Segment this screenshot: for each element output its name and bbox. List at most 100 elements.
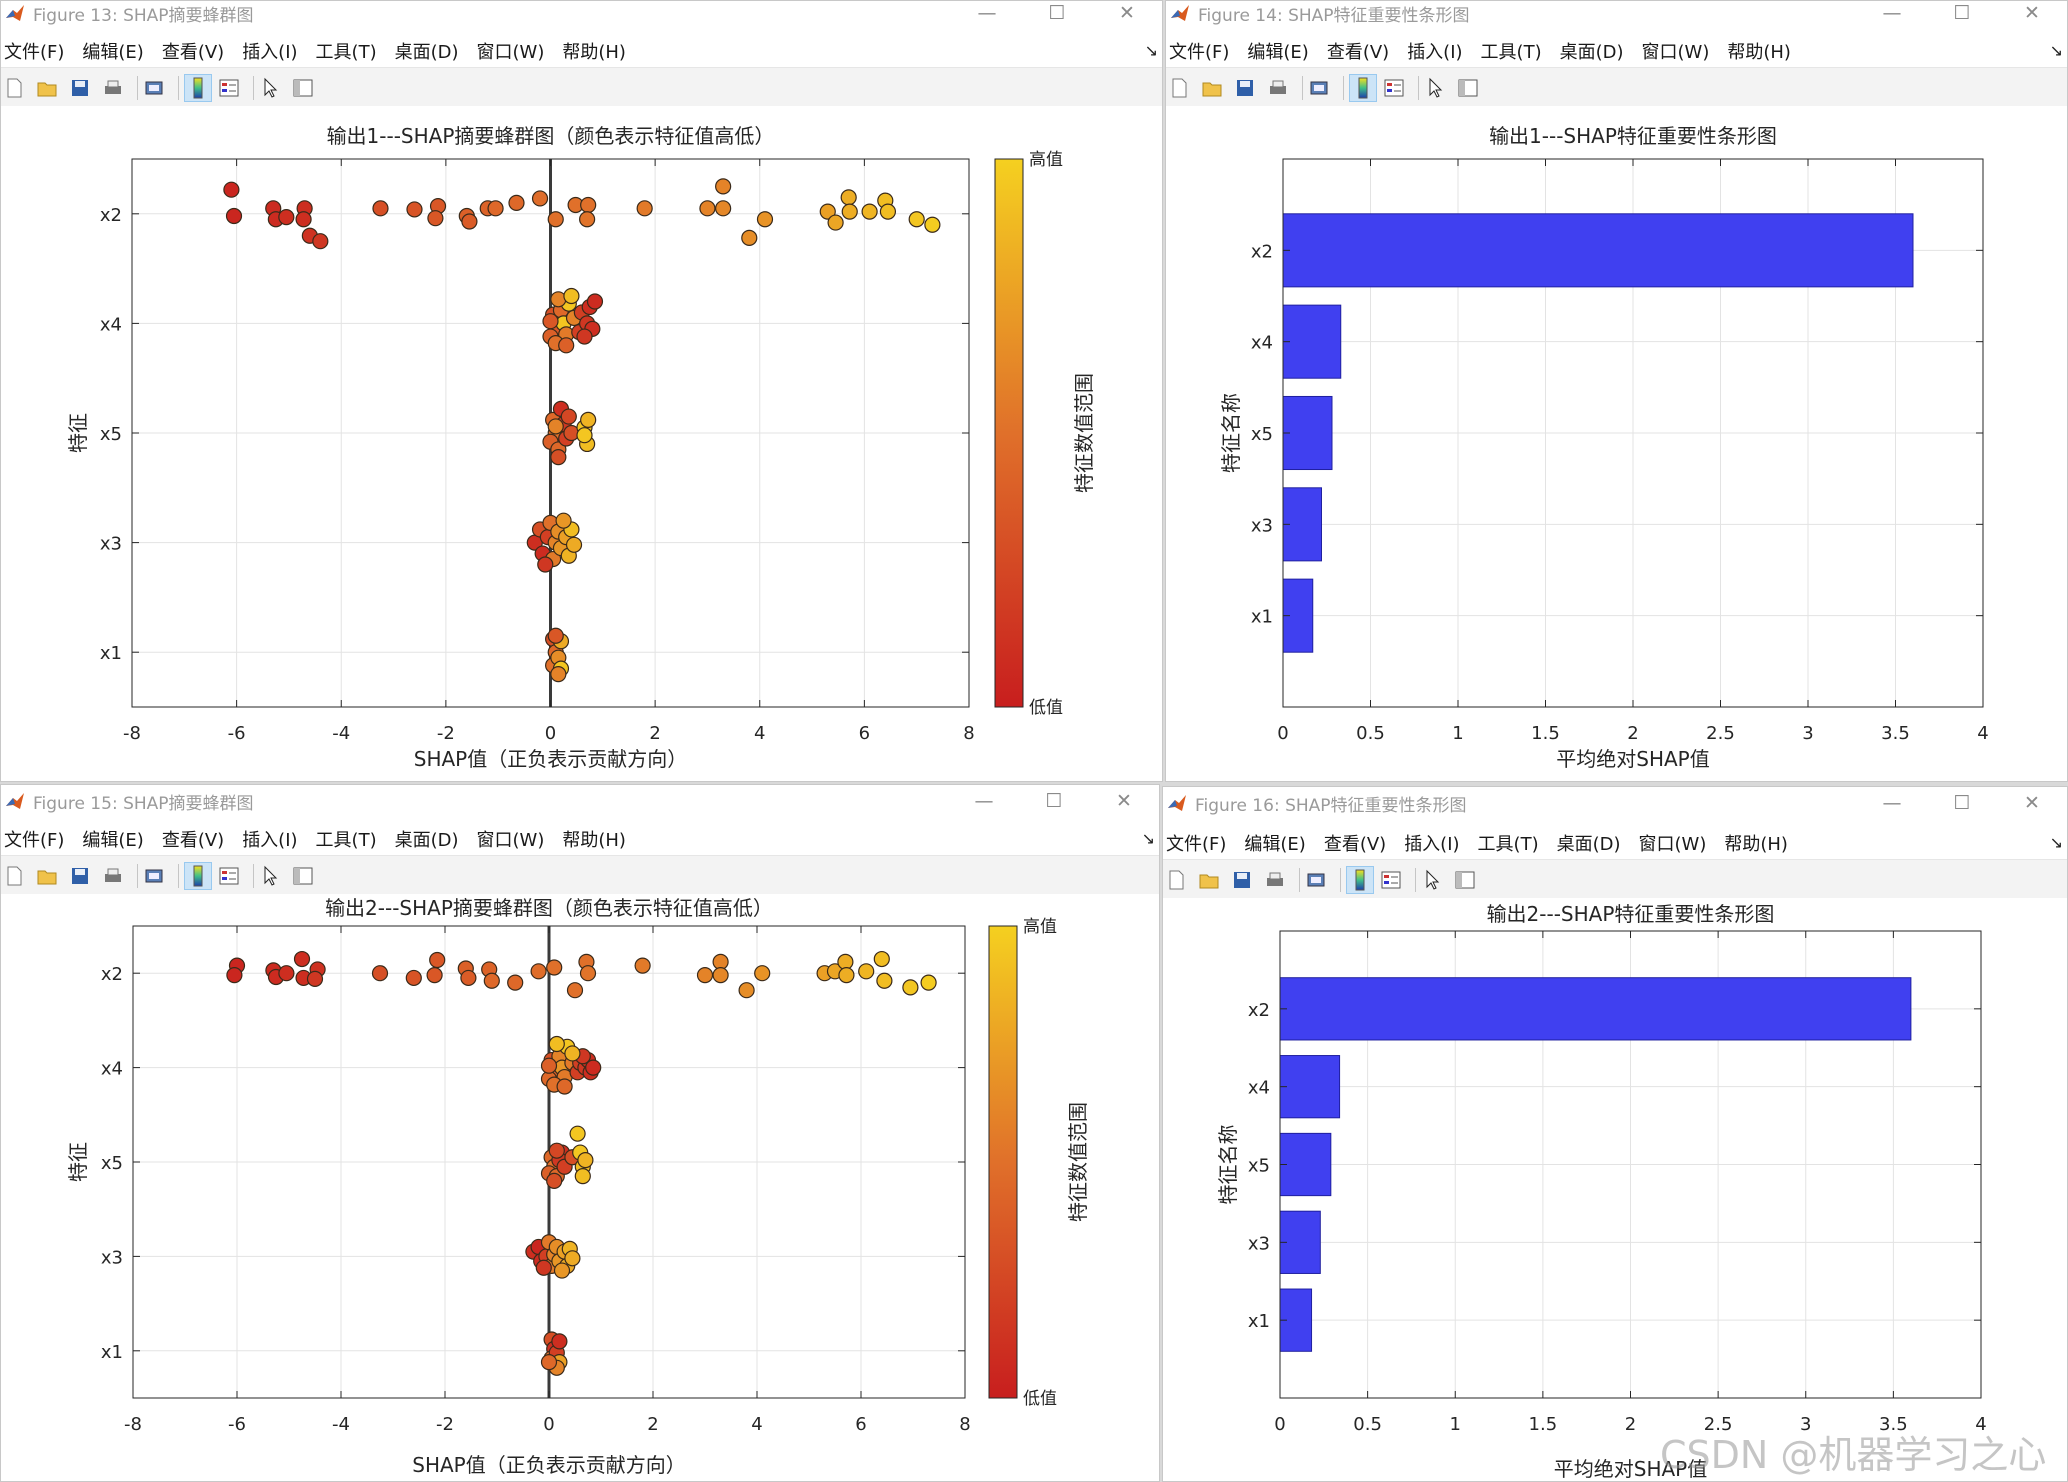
menu-help[interactable]: 帮助(H) [1724,834,1788,855]
menu-dock-arrow-icon[interactable]: ↘ [2049,41,2063,60]
print-icon[interactable] [1267,77,1289,99]
menu-edit[interactable]: 编辑(E) [82,42,144,63]
print-icon[interactable] [102,865,124,887]
menu-view[interactable]: 查看(V) [161,830,225,851]
property-inspector-icon[interactable] [292,77,314,99]
print-preview-icon[interactable] [143,865,165,887]
menu-window[interactable]: 窗口(W) [476,830,545,851]
toolbar [1163,859,2067,899]
menu-desktop[interactable]: 桌面(D) [1556,834,1621,855]
scatter-point [586,293,604,310]
save-icon[interactable] [69,865,91,887]
menu-tools[interactable]: 工具(T) [315,42,377,63]
colorbar-icon[interactable] [1346,866,1374,894]
open-folder-icon[interactable] [1201,77,1223,99]
toolbar-separator [178,76,179,100]
print-icon[interactable] [1264,869,1286,891]
menu-window[interactable]: 窗口(W) [476,42,545,63]
menu-desktop[interactable]: 桌面(D) [394,830,459,851]
new-file-icon[interactable] [3,865,25,887]
close-button[interactable]: ✕ [2024,2,2040,24]
menu-tools[interactable]: 工具(T) [315,830,377,851]
property-inspector-icon[interactable] [1457,77,1479,99]
colorbar-icon[interactable] [1349,74,1377,102]
menu-file[interactable]: 文件(F) [4,830,65,851]
menu-insert[interactable]: 插入(I) [242,42,298,63]
menu-tools[interactable]: 工具(T) [1480,42,1542,63]
new-file-icon[interactable] [1165,869,1187,891]
x-tick-label: 4 [754,723,765,744]
menu-insert[interactable]: 插入(I) [242,830,298,851]
close-button[interactable]: ✕ [2024,792,2040,814]
menu-desktop[interactable]: 桌面(D) [1559,42,1624,63]
minimize-button[interactable]: — [974,790,994,812]
window-title: Figure 13: SHAP摘要蜂群图 [33,5,254,26]
y-tick-label: x4 [101,1059,123,1080]
menu-view[interactable]: 查看(V) [1326,42,1390,63]
menu-edit[interactable]: 编辑(E) [1247,42,1309,63]
save-icon[interactable] [1231,869,1253,891]
open-folder-icon[interactable] [36,865,58,887]
print-preview-icon[interactable] [143,77,165,99]
legend-icon[interactable] [1383,77,1405,99]
scatter-point [579,211,596,228]
pointer-icon[interactable] [259,865,281,887]
scatter-point [312,233,329,250]
menu-help[interactable]: 帮助(H) [562,42,626,63]
colorbar-icon[interactable] [184,74,212,102]
property-inspector-icon[interactable] [1454,869,1476,891]
scatter-point [879,203,897,220]
legend-icon[interactable] [218,77,240,99]
y-tick-label: x1 [1248,1311,1270,1332]
new-file-icon[interactable] [1168,77,1190,99]
menu-dock-arrow-icon[interactable]: ↘ [2049,833,2063,852]
menu-insert[interactable]: 插入(I) [1404,834,1460,855]
menu-dock-arrow-icon[interactable]: ↘ [1141,829,1155,848]
menu-help[interactable]: 帮助(H) [1727,42,1791,63]
open-folder-icon[interactable] [36,77,58,99]
menu-window[interactable]: 窗口(W) [1641,42,1710,63]
menu-help[interactable]: 帮助(H) [562,830,626,851]
maximize-button[interactable]: ☐ [1045,790,1063,812]
colorbar-icon[interactable] [184,862,212,890]
close-button[interactable]: ✕ [1116,790,1132,812]
minimize-button[interactable]: — [1882,792,1902,814]
maximize-button[interactable]: ☐ [1953,2,1971,24]
legend-icon[interactable] [218,865,240,887]
save-icon[interactable] [1234,77,1256,99]
print-preview-icon[interactable] [1308,77,1330,99]
menu-dock-arrow-icon[interactable]: ↘ [1144,41,1158,60]
minimize-button[interactable]: — [1882,2,1902,24]
pointer-icon[interactable] [259,77,281,99]
save-icon[interactable] [69,77,91,99]
menu-view[interactable]: 查看(V) [161,42,225,63]
scatter-point [715,200,732,217]
property-inspector-icon[interactable] [292,865,314,887]
pointer-icon[interactable] [1424,77,1446,99]
menu-file[interactable]: 文件(F) [1169,42,1230,63]
legend-icon[interactable] [1380,869,1402,891]
menu-desktop[interactable]: 桌面(D) [394,42,459,63]
open-folder-icon[interactable] [1198,869,1220,891]
y-axis-label: 特征 [66,1142,90,1182]
x-tick-label: 4 [751,1414,762,1435]
menu-file[interactable]: 文件(F) [4,42,65,63]
y-tick-label: x2 [101,964,123,985]
minimize-button[interactable]: — [977,2,997,24]
pointer-icon[interactable] [1421,869,1443,891]
scatter-point [754,965,771,982]
new-file-icon[interactable] [3,77,25,99]
menu-file[interactable]: 文件(F) [1166,834,1227,855]
chart-title: 输出2---SHAP摘要蜂群图（颜色表示特征值高低） [325,896,773,920]
menu-insert[interactable]: 插入(I) [1407,42,1463,63]
print-preview-icon[interactable] [1305,869,1327,891]
print-icon[interactable] [102,77,124,99]
menu-edit[interactable]: 编辑(E) [1244,834,1306,855]
maximize-button[interactable]: ☐ [1953,792,1971,814]
maximize-button[interactable]: ☐ [1048,2,1066,24]
menu-view[interactable]: 查看(V) [1323,834,1387,855]
menu-edit[interactable]: 编辑(E) [82,830,144,851]
close-button[interactable]: ✕ [1119,2,1135,24]
menu-tools[interactable]: 工具(T) [1477,834,1539,855]
menu-window[interactable]: 窗口(W) [1638,834,1707,855]
